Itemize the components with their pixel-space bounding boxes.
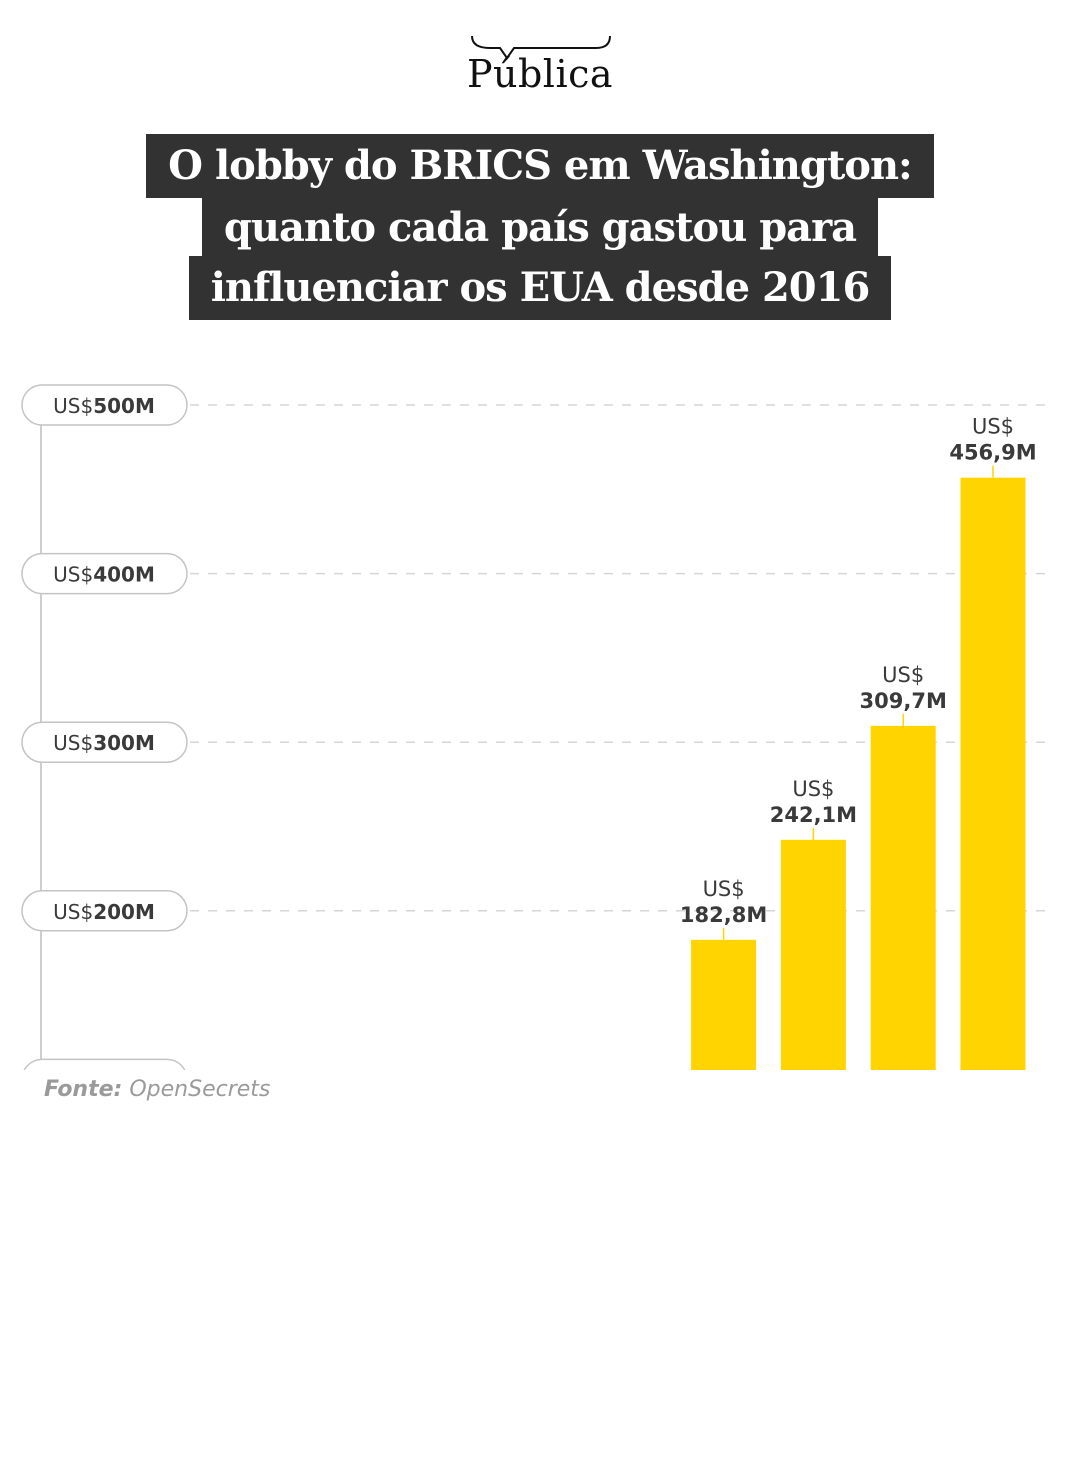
publica-logo: Pública xyxy=(0,28,1080,108)
y-tick-label: US$400M xyxy=(53,563,155,587)
source-text: OpenSecrets xyxy=(129,1077,271,1102)
bar-value-label: 242,1M xyxy=(770,803,857,827)
y-tick-label: US$200M xyxy=(53,900,155,924)
bar xyxy=(960,477,1026,1070)
logo-text: Pública xyxy=(466,52,614,96)
title-line-2: quanto cada país gastou para xyxy=(0,196,1080,260)
bar-value-label: 182,8M xyxy=(680,903,767,927)
y-tick-pill xyxy=(21,384,188,426)
y-tick-pill xyxy=(23,1058,186,1070)
source-note: Fonte: OpenSecrets xyxy=(44,1077,270,1102)
bar xyxy=(691,939,757,1070)
y-tick-label: US$300M xyxy=(53,731,155,755)
bar-value-prefix: US$ xyxy=(792,777,834,801)
title-line-3: influenciar os EUA desde 2016 xyxy=(0,256,1080,320)
speech-bubble-icon xyxy=(471,35,611,60)
bar-chart: US$100MUS$200MUS$300MUS$400MUS$500MUS$65… xyxy=(21,384,1050,1070)
y-tick-pill xyxy=(21,721,188,763)
y-tick-label: US$500M xyxy=(53,394,155,418)
bar-value-label: 456,9M xyxy=(949,441,1036,465)
bar-value-prefix: US$ xyxy=(882,663,924,687)
y-tick-label: US$100M xyxy=(53,1068,155,1070)
y-tick-pill xyxy=(21,890,188,932)
bar-value-prefix: US$ xyxy=(703,877,745,901)
y-tick-pill xyxy=(21,552,188,595)
source-label: Fonte: xyxy=(44,1077,123,1102)
bar xyxy=(870,725,936,1070)
bar xyxy=(780,839,846,1070)
bar-value-prefix: US$ xyxy=(972,415,1014,439)
title-line-1: O lobby do BRICS em Washington: xyxy=(0,134,1080,198)
bar-value-label: 309,7M xyxy=(860,689,947,713)
